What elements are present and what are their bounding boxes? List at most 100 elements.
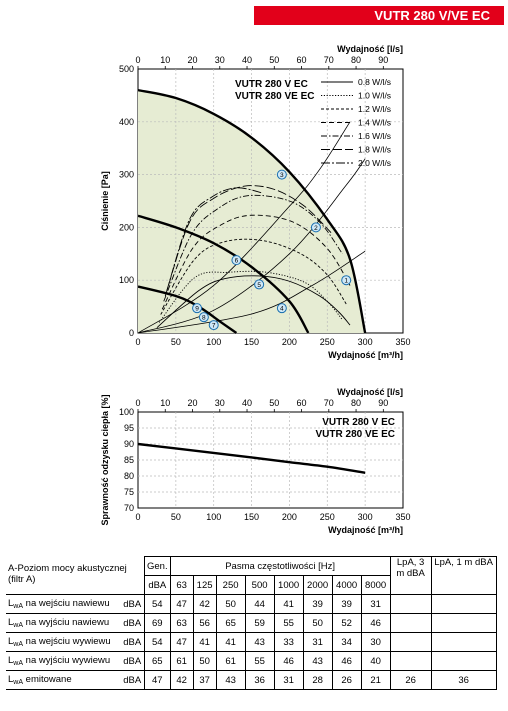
- table-cell: [389, 613, 432, 633]
- x2-tick-label: 50: [269, 55, 279, 65]
- table-cell: 30: [360, 632, 391, 652]
- table-cell: 69: [144, 613, 171, 633]
- operating-point-label: 3: [280, 172, 284, 179]
- acoustic-table: A-Poziom mocy akustycznej (filtr A) Gen.…: [6, 556, 497, 690]
- x-axis-label: Wydajność [m³/h]: [328, 525, 403, 535]
- x2-tick-label: 30: [215, 55, 225, 65]
- y-tick-label: 100: [119, 407, 134, 417]
- y-tick-label: 200: [119, 222, 134, 232]
- table-cell: 65: [144, 651, 171, 671]
- table-cell: 36: [244, 670, 275, 690]
- y-tick-label: 400: [119, 117, 134, 127]
- sfp-curve: [161, 214, 351, 310]
- x-tick-label: 300: [358, 337, 373, 347]
- x2-tick-label: 50: [269, 398, 279, 408]
- table-cell: 31: [302, 632, 333, 652]
- table-cell: 55: [244, 651, 275, 671]
- operating-point: [254, 279, 265, 290]
- table-cell: 50: [192, 651, 217, 671]
- x2-tick-label: 90: [378, 398, 388, 408]
- table-cell: 41: [273, 594, 304, 614]
- x2-tick-label: 90: [378, 55, 388, 65]
- table-cell: 63: [169, 613, 194, 633]
- band-header: 8000: [360, 575, 391, 595]
- operating-range: [138, 90, 366, 333]
- y-tick-label: 70: [124, 503, 134, 513]
- table-cell: 31: [273, 670, 304, 690]
- x2-tick-label: 60: [297, 398, 307, 408]
- system-curve: [137, 121, 351, 334]
- table-cell: 46: [331, 651, 362, 671]
- x2-tick-label: 80: [351, 398, 361, 408]
- operating-point-label: 2: [314, 225, 318, 232]
- sfp-curve: [156, 275, 351, 329]
- lpa1-header: LpA, 1 m dBA: [430, 556, 497, 595]
- system-curve: [137, 250, 366, 334]
- y-tick-label: 300: [119, 170, 134, 180]
- row-unit: dBA: [120, 632, 146, 652]
- table-row: LwA na wyjściu nawiewu dBA 69 63 56 65 59 55 50 5…: [6, 613, 497, 633]
- table-cell: 37: [192, 670, 217, 690]
- row-label: LwA na wyjściu nawiewu: [6, 613, 121, 633]
- table-cell: 41: [192, 632, 217, 652]
- x-tick-label: 250: [320, 337, 335, 347]
- x2-tick-label: 10: [160, 398, 170, 408]
- x-tick-label: 0: [135, 512, 140, 522]
- x-tick-label: 350: [395, 337, 410, 347]
- legend-entry: 1.4 W/l/s: [358, 118, 391, 128]
- table-cell: 40: [360, 651, 391, 671]
- operating-point-label: 1: [344, 278, 348, 285]
- x-tick-label: 150: [244, 337, 259, 347]
- table-cell: 55: [273, 613, 304, 633]
- x-tick-label: 0: [135, 337, 140, 347]
- sfp-curve: [166, 187, 264, 291]
- table-cell: 61: [169, 651, 194, 671]
- x-tick-label: 200: [282, 512, 297, 522]
- row-unit: dBA: [120, 670, 146, 690]
- operating-point-label: 7: [212, 323, 216, 330]
- y-tick-label: 95: [124, 423, 134, 433]
- x-tick-label: 100: [206, 512, 221, 522]
- table-cell: 47: [144, 670, 171, 690]
- table-cell: 41: [215, 632, 246, 652]
- band-header: 125: [192, 575, 217, 595]
- table-cell: [430, 613, 497, 633]
- sfp-curve: [164, 185, 332, 297]
- legend-entry: 0.8 W/l/s: [358, 77, 391, 87]
- y-tick-label: 85: [124, 455, 134, 465]
- table-cell: [430, 632, 497, 652]
- table-cell: 50: [215, 594, 246, 614]
- x-tick-label: 50: [171, 512, 181, 522]
- table-cell: 44: [244, 594, 275, 614]
- table-cell: [430, 651, 497, 671]
- y-tick-label: 0: [129, 328, 134, 338]
- operating-point-label: 8: [202, 315, 206, 322]
- table-cell: 56: [192, 613, 217, 633]
- operating-point: [208, 320, 219, 331]
- x-tick-label: 300: [358, 512, 373, 522]
- operating-point-label: 4: [280, 306, 284, 313]
- x-tick-label: 150: [244, 512, 259, 522]
- row-unit: dBA: [120, 594, 146, 614]
- x2-tick-label: 10: [160, 55, 170, 65]
- legend-entry: 2.0 W/l/s: [358, 158, 391, 168]
- table-cell: 42: [169, 670, 194, 690]
- band-header: 250: [215, 575, 246, 595]
- sfp-curve: [158, 270, 343, 323]
- model-label: VUTR 280 VE EC: [316, 429, 395, 440]
- table-cell: 59: [244, 613, 275, 633]
- model-banner: VUTR 280 V/VE EC: [254, 6, 504, 25]
- legend-entry: 1.8 W/l/s: [358, 145, 391, 155]
- table-cell: 52: [331, 613, 362, 633]
- table-cell: 21: [360, 670, 391, 690]
- x2-tick-label: 0: [135, 398, 140, 408]
- sfp-curve: [160, 238, 347, 315]
- operating-point: [276, 303, 287, 314]
- lpa3-header: LpA, 3 m dBA: [389, 556, 432, 595]
- row-unit: dBA: [120, 613, 146, 633]
- x2-tick-label: 40: [242, 55, 252, 65]
- x-axis-label: Wydajność [m³/h]: [328, 350, 403, 360]
- gen-unit: dBA: [144, 575, 171, 595]
